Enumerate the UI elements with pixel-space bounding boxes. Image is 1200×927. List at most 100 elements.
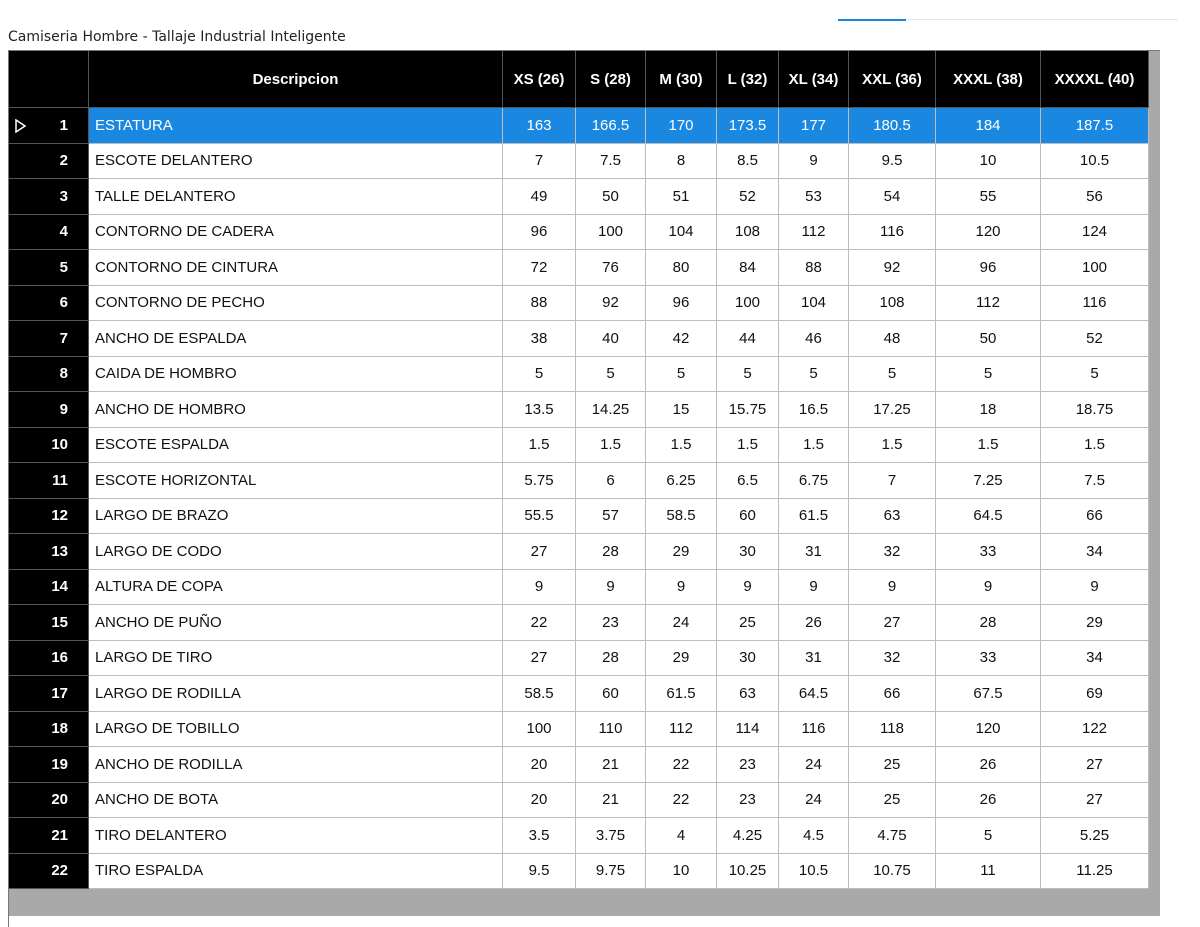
row-header[interactable]: 20: [9, 782, 89, 818]
value-cell[interactable]: 28: [576, 534, 646, 570]
value-cell[interactable]: 9: [779, 143, 849, 179]
value-cell[interactable]: 18.75: [1041, 392, 1149, 428]
value-cell[interactable]: 56: [1041, 179, 1149, 215]
description-cell[interactable]: CONTORNO DE CINTURA: [89, 250, 503, 286]
value-cell[interactable]: 53: [779, 179, 849, 215]
value-cell[interactable]: 52: [717, 179, 779, 215]
value-cell[interactable]: 96: [646, 285, 717, 321]
value-cell[interactable]: 60: [576, 676, 646, 712]
value-cell[interactable]: 112: [646, 711, 717, 747]
value-cell[interactable]: 28: [936, 605, 1041, 641]
value-cell[interactable]: 163: [503, 108, 576, 144]
value-cell[interactable]: 80: [646, 250, 717, 286]
description-cell[interactable]: ANCHO DE BOTA: [89, 782, 503, 818]
row-header[interactable]: 22: [9, 853, 89, 889]
value-cell[interactable]: 5.25: [1041, 818, 1149, 854]
value-cell[interactable]: 13.5: [503, 392, 576, 428]
description-cell[interactable]: ANCHO DE HOMBRO: [89, 392, 503, 428]
row-header[interactable]: 5: [9, 250, 89, 286]
value-cell[interactable]: 116: [1041, 285, 1149, 321]
value-cell[interactable]: 3.75: [576, 818, 646, 854]
value-cell[interactable]: 10.25: [717, 853, 779, 889]
row-header[interactable]: 8: [9, 356, 89, 392]
value-cell[interactable]: 100: [503, 711, 576, 747]
value-cell[interactable]: 10.75: [849, 853, 936, 889]
value-cell[interactable]: 72: [503, 250, 576, 286]
value-cell[interactable]: 32: [849, 640, 936, 676]
value-cell[interactable]: 48: [849, 321, 936, 357]
value-cell[interactable]: 10: [936, 143, 1041, 179]
value-cell[interactable]: 25: [849, 782, 936, 818]
value-cell[interactable]: 8.5: [717, 143, 779, 179]
value-cell[interactable]: 10: [646, 853, 717, 889]
value-cell[interactable]: 5: [936, 356, 1041, 392]
value-cell[interactable]: 118: [849, 711, 936, 747]
description-cell[interactable]: CONTORNO DE CADERA: [89, 214, 503, 250]
value-cell[interactable]: 31: [779, 640, 849, 676]
row-header[interactable]: 18: [9, 711, 89, 747]
value-cell[interactable]: 9: [936, 569, 1041, 605]
value-cell[interactable]: 116: [779, 711, 849, 747]
value-cell[interactable]: 63: [717, 676, 779, 712]
value-cell[interactable]: 27: [1041, 747, 1149, 783]
description-cell[interactable]: CAIDA DE HOMBRO: [89, 356, 503, 392]
value-cell[interactable]: 34: [1041, 640, 1149, 676]
value-cell[interactable]: 26: [779, 605, 849, 641]
value-cell[interactable]: 24: [779, 782, 849, 818]
value-cell[interactable]: 7.5: [1041, 463, 1149, 499]
row-header[interactable]: 16: [9, 640, 89, 676]
value-cell[interactable]: 29: [1041, 605, 1149, 641]
value-cell[interactable]: 58.5: [503, 676, 576, 712]
description-cell[interactable]: LARGO DE CODO: [89, 534, 503, 570]
row-header[interactable]: 7: [9, 321, 89, 357]
description-cell[interactable]: ANCHO DE PUÑO: [89, 605, 503, 641]
value-cell[interactable]: 184: [936, 108, 1041, 144]
value-cell[interactable]: 4.5: [779, 818, 849, 854]
value-cell[interactable]: 20: [503, 782, 576, 818]
value-cell[interactable]: 166.5: [576, 108, 646, 144]
value-cell[interactable]: 11.25: [1041, 853, 1149, 889]
value-cell[interactable]: 42: [646, 321, 717, 357]
value-cell[interactable]: 9.75: [576, 853, 646, 889]
value-cell[interactable]: 14.25: [576, 392, 646, 428]
value-cell[interactable]: 24: [646, 605, 717, 641]
row-header[interactable]: 11: [9, 463, 89, 499]
value-cell[interactable]: 25: [717, 605, 779, 641]
value-cell[interactable]: 88: [503, 285, 576, 321]
value-cell[interactable]: 27: [503, 534, 576, 570]
value-cell[interactable]: 112: [779, 214, 849, 250]
value-cell[interactable]: 6.75: [779, 463, 849, 499]
value-cell[interactable]: 7: [849, 463, 936, 499]
value-cell[interactable]: 1.5: [646, 427, 717, 463]
value-cell[interactable]: 61.5: [779, 498, 849, 534]
value-cell[interactable]: 5: [717, 356, 779, 392]
description-cell[interactable]: TIRO ESPALDA: [89, 853, 503, 889]
value-cell[interactable]: 120: [936, 214, 1041, 250]
data-grid[interactable]: Descripcion XS (26) S (28) M (30) L (32) XL (…: [8, 50, 1160, 916]
value-cell[interactable]: 7.5: [576, 143, 646, 179]
value-cell[interactable]: 9: [576, 569, 646, 605]
value-cell[interactable]: 4.75: [849, 818, 936, 854]
value-cell[interactable]: 40: [576, 321, 646, 357]
value-cell[interactable]: 58.5: [646, 498, 717, 534]
value-cell[interactable]: 31: [779, 534, 849, 570]
value-cell[interactable]: 124: [1041, 214, 1149, 250]
value-cell[interactable]: 50: [576, 179, 646, 215]
row-header[interactable]: 19: [9, 747, 89, 783]
column-header[interactable]: M (30): [646, 51, 717, 108]
value-cell[interactable]: 9: [503, 569, 576, 605]
value-cell[interactable]: 49: [503, 179, 576, 215]
value-cell[interactable]: 22: [503, 605, 576, 641]
value-cell[interactable]: 96: [936, 250, 1041, 286]
row-header[interactable]: 3: [9, 179, 89, 215]
value-cell[interactable]: 100: [1041, 250, 1149, 286]
value-cell[interactable]: 23: [717, 747, 779, 783]
value-cell[interactable]: 34: [1041, 534, 1149, 570]
value-cell[interactable]: 21: [576, 782, 646, 818]
row-header[interactable]: 4: [9, 214, 89, 250]
value-cell[interactable]: 28: [576, 640, 646, 676]
value-cell[interactable]: 22: [646, 782, 717, 818]
value-cell[interactable]: 61.5: [646, 676, 717, 712]
value-cell[interactable]: 63: [849, 498, 936, 534]
row-header[interactable]: 10: [9, 427, 89, 463]
